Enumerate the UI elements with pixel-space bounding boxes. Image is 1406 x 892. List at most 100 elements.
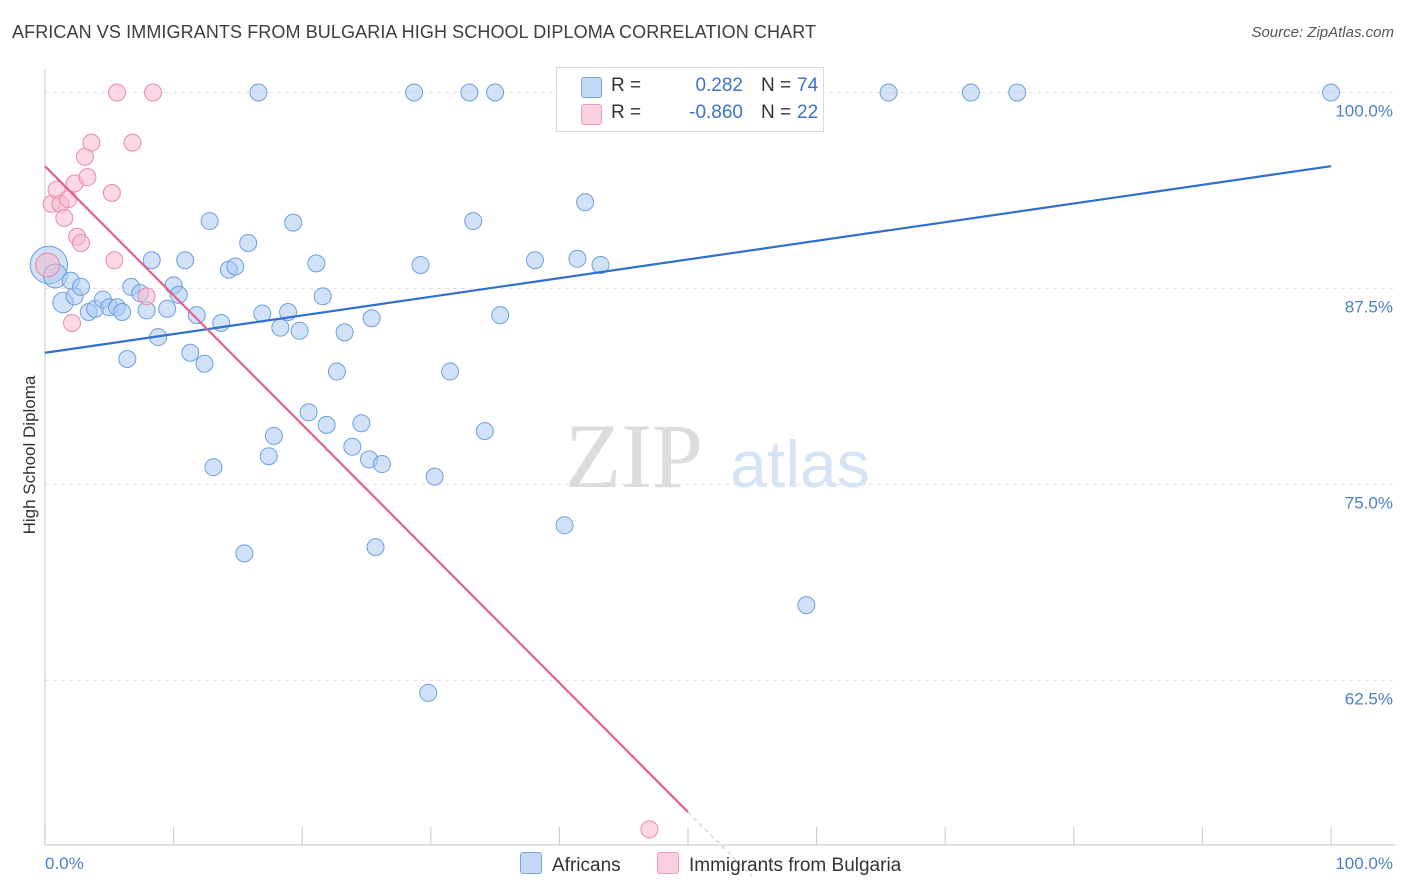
bottom-legend-label-bulgaria: Immigrants from Bulgaria [689,855,902,876]
y-tick-label: 100.0% [1335,102,1393,121]
trend-line-bulgaria [44,165,689,813]
point-africans [187,306,206,325]
y-tick-labels: 100.0% 87.5% 75.0% 62.5% [1335,102,1393,709]
chart-title: AFRICAN VS IMMIGRANTS FROM BULGARIA HIGH… [12,22,817,42]
point-africans [235,544,254,563]
legend-swatch-bulgaria [581,104,602,125]
legend-n-label: N = [761,75,792,96]
point-africans [486,83,505,102]
point-bulgaria [144,83,163,102]
point-africans [176,251,195,270]
y-tick-label: 62.5% [1345,689,1393,708]
point-africans [568,249,587,268]
point-bulgaria [63,313,82,332]
legend-r-label: R = [611,102,642,123]
point-africans [113,302,132,321]
point-africans [226,257,245,276]
point-africans [204,458,223,477]
point-bulgaria [105,251,124,270]
y-tick-label: 87.5% [1345,297,1393,316]
point-africans [169,285,188,304]
bottom-legend-label-africans: Africans [552,855,621,876]
point-africans [72,277,91,296]
point-africans [411,255,430,274]
point-africans [491,306,510,325]
point-africans [290,321,309,340]
point-bulgaria [102,183,121,202]
bottom-legend-swatch-africans [520,852,542,874]
legend-r-label: R = [611,75,642,96]
x-axis-ticks [44,827,1332,845]
point-africans [259,447,278,466]
point-bulgaria [123,133,142,152]
trend-lines [44,165,1332,877]
point-africans [366,538,385,557]
point-africans [352,414,371,433]
point-africans [195,354,214,373]
point-bulgaria [82,133,101,152]
point-africans [362,309,381,328]
legend-r-value: 0.282 [695,75,743,96]
point-africans [425,467,444,486]
point-africans [181,343,200,362]
bottom-legend-bulgaria: Immigrants from Bulgaria [657,852,901,877]
point-bulgaria [108,83,127,102]
x-tick-label-max: 100.0% [1335,854,1393,873]
point-africans [460,83,479,102]
point-africans [118,350,137,369]
trend-line-bulgaria-extension [687,811,753,877]
point-africans [879,83,898,102]
point-bulgaria [55,208,74,227]
bottom-legend-africans: Africans [520,852,621,877]
point-africans [591,255,610,274]
watermark-zip: ZIP [565,405,703,507]
point-africans [307,254,326,273]
point-africans [239,234,258,253]
point-bulgaria [72,234,91,253]
trend-line-africans [44,165,1332,354]
y-tick-label: 75.0% [1345,493,1393,512]
point-africans [1322,83,1340,102]
point-africans [475,422,494,441]
grid-lines [45,92,1395,681]
point-africans [372,455,391,474]
point-africans [327,362,346,381]
point-africans [142,251,161,270]
point-bulgaria [137,287,156,306]
point-africans [525,251,544,270]
point-africans [313,287,332,306]
point-bulgaria [35,252,60,278]
point-africans [405,83,424,102]
x-tick-label-min: 0.0% [45,854,84,873]
legend-swatch-africans [581,77,602,98]
source-label: Source: ZipAtlas.com [1251,24,1394,41]
point-africans [464,212,483,231]
point-africans [343,437,362,456]
point-africans [555,516,574,535]
watermark: ZIP atlas [565,405,870,507]
legend-r-value: -0.860 [689,102,743,123]
point-africans [441,362,460,381]
point-africans [797,596,816,615]
point-africans [576,193,595,212]
point-africans [158,299,177,318]
point-africans [200,212,219,231]
point-bulgaria [640,820,659,839]
bottom-legend-swatch-bulgaria [657,852,679,874]
point-africans [284,213,303,232]
point-africans [1008,83,1027,102]
point-bulgaria [78,168,97,187]
point-africans [317,415,336,434]
legend-n-value: 22 [797,102,819,123]
point-africans [299,403,318,422]
point-africans [335,323,354,342]
point-africans [264,426,283,445]
point-africans [961,83,980,102]
point-africans [249,83,268,102]
legend-n-value: 74 [797,75,819,96]
point-africans [419,683,438,702]
legend-n-label: N = [761,102,792,123]
watermark-atlas: atlas [730,427,869,501]
point-bulgaria [59,190,78,209]
